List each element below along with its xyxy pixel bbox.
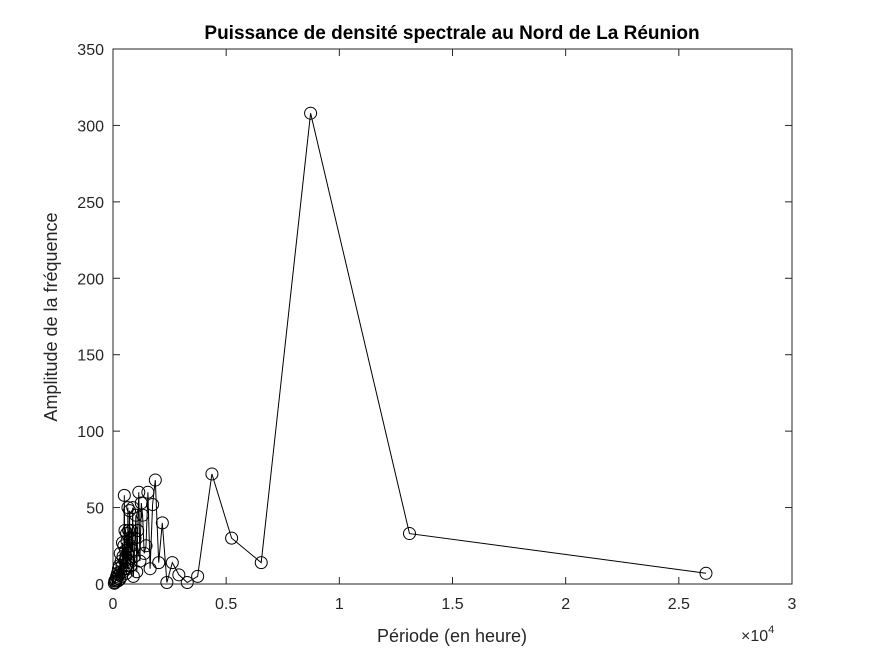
data-point <box>205 467 219 481</box>
data-point <box>165 556 179 570</box>
data-point <box>126 501 140 515</box>
data-point <box>123 504 137 518</box>
x-axis-label: Période (en heure) <box>377 626 527 646</box>
x-multiplier-base: ×10 <box>741 628 768 645</box>
data-point <box>121 501 135 515</box>
data-point <box>134 496 148 510</box>
svg-text:×104: ×104 <box>741 624 774 645</box>
data-point <box>254 556 268 570</box>
x-tick-label: 0 <box>109 596 118 613</box>
data-point <box>699 566 713 580</box>
y-tick-label: 250 <box>77 195 104 212</box>
data-point <box>107 576 121 590</box>
plot-area <box>112 48 793 585</box>
data-point <box>180 575 194 589</box>
data-point <box>122 524 136 537</box>
data-point <box>402 527 416 541</box>
plot-frame <box>112 48 793 585</box>
data-point <box>143 562 157 576</box>
data-point <box>141 485 155 499</box>
chart-title: Puissance de densité spectrale au Nord d… <box>204 23 699 44</box>
x-tick-label: 1 <box>335 596 344 613</box>
series-line <box>113 113 707 584</box>
data-point <box>225 531 239 545</box>
x-multiplier-exponent: 4 <box>768 624 774 636</box>
data-point <box>155 516 169 530</box>
y-tick-label: 100 <box>77 424 104 441</box>
data-point <box>117 488 131 502</box>
x-multiplier: ×104 <box>741 624 774 645</box>
data-point <box>132 485 146 499</box>
x-tick-label: 2.5 <box>668 596 690 613</box>
data-point <box>148 473 162 487</box>
y-tick-label: 200 <box>77 271 104 288</box>
data-point <box>128 531 142 545</box>
data-point <box>304 106 318 120</box>
data-point <box>172 568 186 582</box>
y-tick-label: 300 <box>77 118 104 135</box>
series-group <box>107 106 713 590</box>
data-point <box>191 569 205 583</box>
x-tick-label: 1.5 <box>441 596 463 613</box>
data-point <box>118 524 132 537</box>
data-point <box>116 536 130 550</box>
y-tick-label: 150 <box>77 348 104 365</box>
y-tick-label: 0 <box>95 577 104 594</box>
y-tick-label: 350 <box>77 42 104 59</box>
data-point <box>123 539 137 553</box>
data-point <box>139 539 153 553</box>
data-point <box>152 556 166 570</box>
data-point <box>137 546 151 560</box>
x-tick-label: 3 <box>788 596 797 613</box>
data-point <box>120 527 134 541</box>
x-tick-label: 2 <box>561 596 570 613</box>
y-axis-label: Amplitude de la fréquence <box>41 212 61 421</box>
axis-ticks: 0 0.5 1 1.5 2 2.5 3 0 50 100 150 200 250 300 350 <box>77 42 796 613</box>
data-point <box>160 575 174 589</box>
x-tick-label: 0.5 <box>215 596 237 613</box>
y-tick-label: 50 <box>86 501 104 518</box>
